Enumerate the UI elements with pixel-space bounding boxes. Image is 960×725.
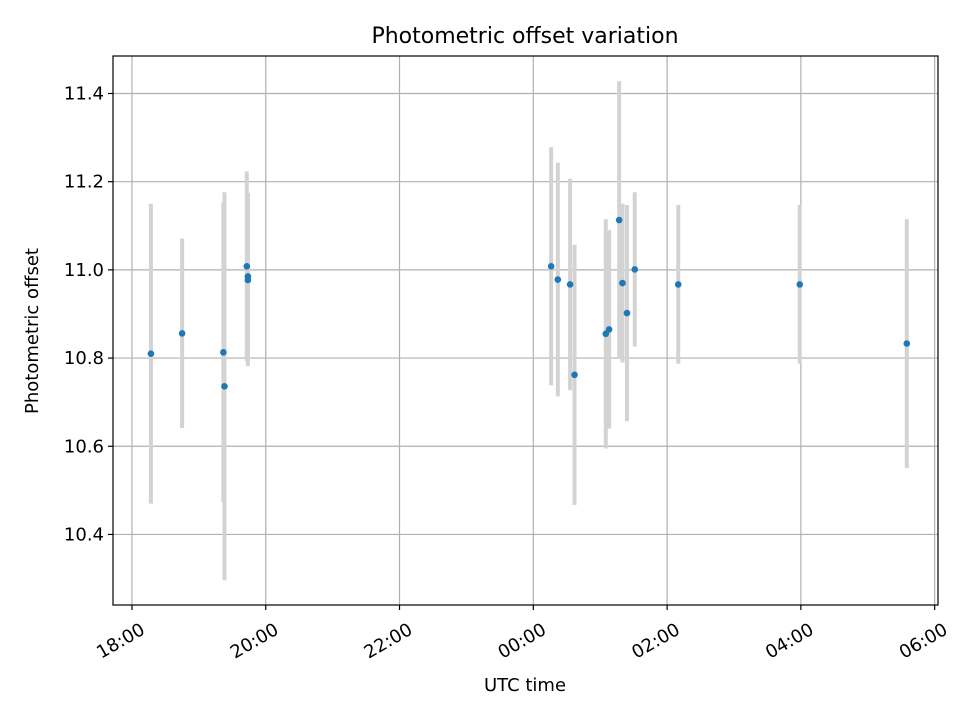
data-point bbox=[221, 382, 228, 390]
data-point bbox=[571, 371, 578, 379]
y-tick-label: 10.8 bbox=[64, 348, 104, 369]
data-point bbox=[631, 266, 639, 273]
data-point bbox=[605, 326, 613, 333]
data-point bbox=[619, 279, 626, 287]
y-tick-label: 11.4 bbox=[64, 83, 104, 104]
data-point bbox=[674, 281, 682, 288]
data-point bbox=[623, 309, 631, 317]
y-tick-label: 10.6 bbox=[64, 436, 104, 457]
chart-title: Photometric offset variation bbox=[371, 24, 678, 49]
x-axis-label: UTC time bbox=[484, 675, 566, 696]
y-axis-label: Photometric offset bbox=[22, 248, 43, 414]
y-tick-layer: 10.4 10.6 10.8 11.0 11.2 11.4 bbox=[64, 83, 113, 545]
data-point bbox=[220, 349, 227, 356]
marker-layer bbox=[147, 216, 911, 390]
data-point bbox=[243, 263, 251, 270]
plot-frame bbox=[112, 55, 939, 606]
data-point bbox=[244, 276, 252, 284]
y-tick-label: 10.4 bbox=[64, 524, 104, 545]
data-point bbox=[178, 330, 186, 337]
data-point bbox=[566, 281, 574, 288]
y-tick-label: 11.0 bbox=[64, 260, 104, 281]
y-tick-label: 11.2 bbox=[64, 172, 104, 193]
data-point bbox=[796, 281, 804, 288]
data-point bbox=[615, 216, 623, 224]
data-point bbox=[547, 263, 555, 270]
data-point bbox=[554, 276, 562, 283]
data-point bbox=[147, 350, 155, 357]
data-point bbox=[903, 340, 911, 347]
